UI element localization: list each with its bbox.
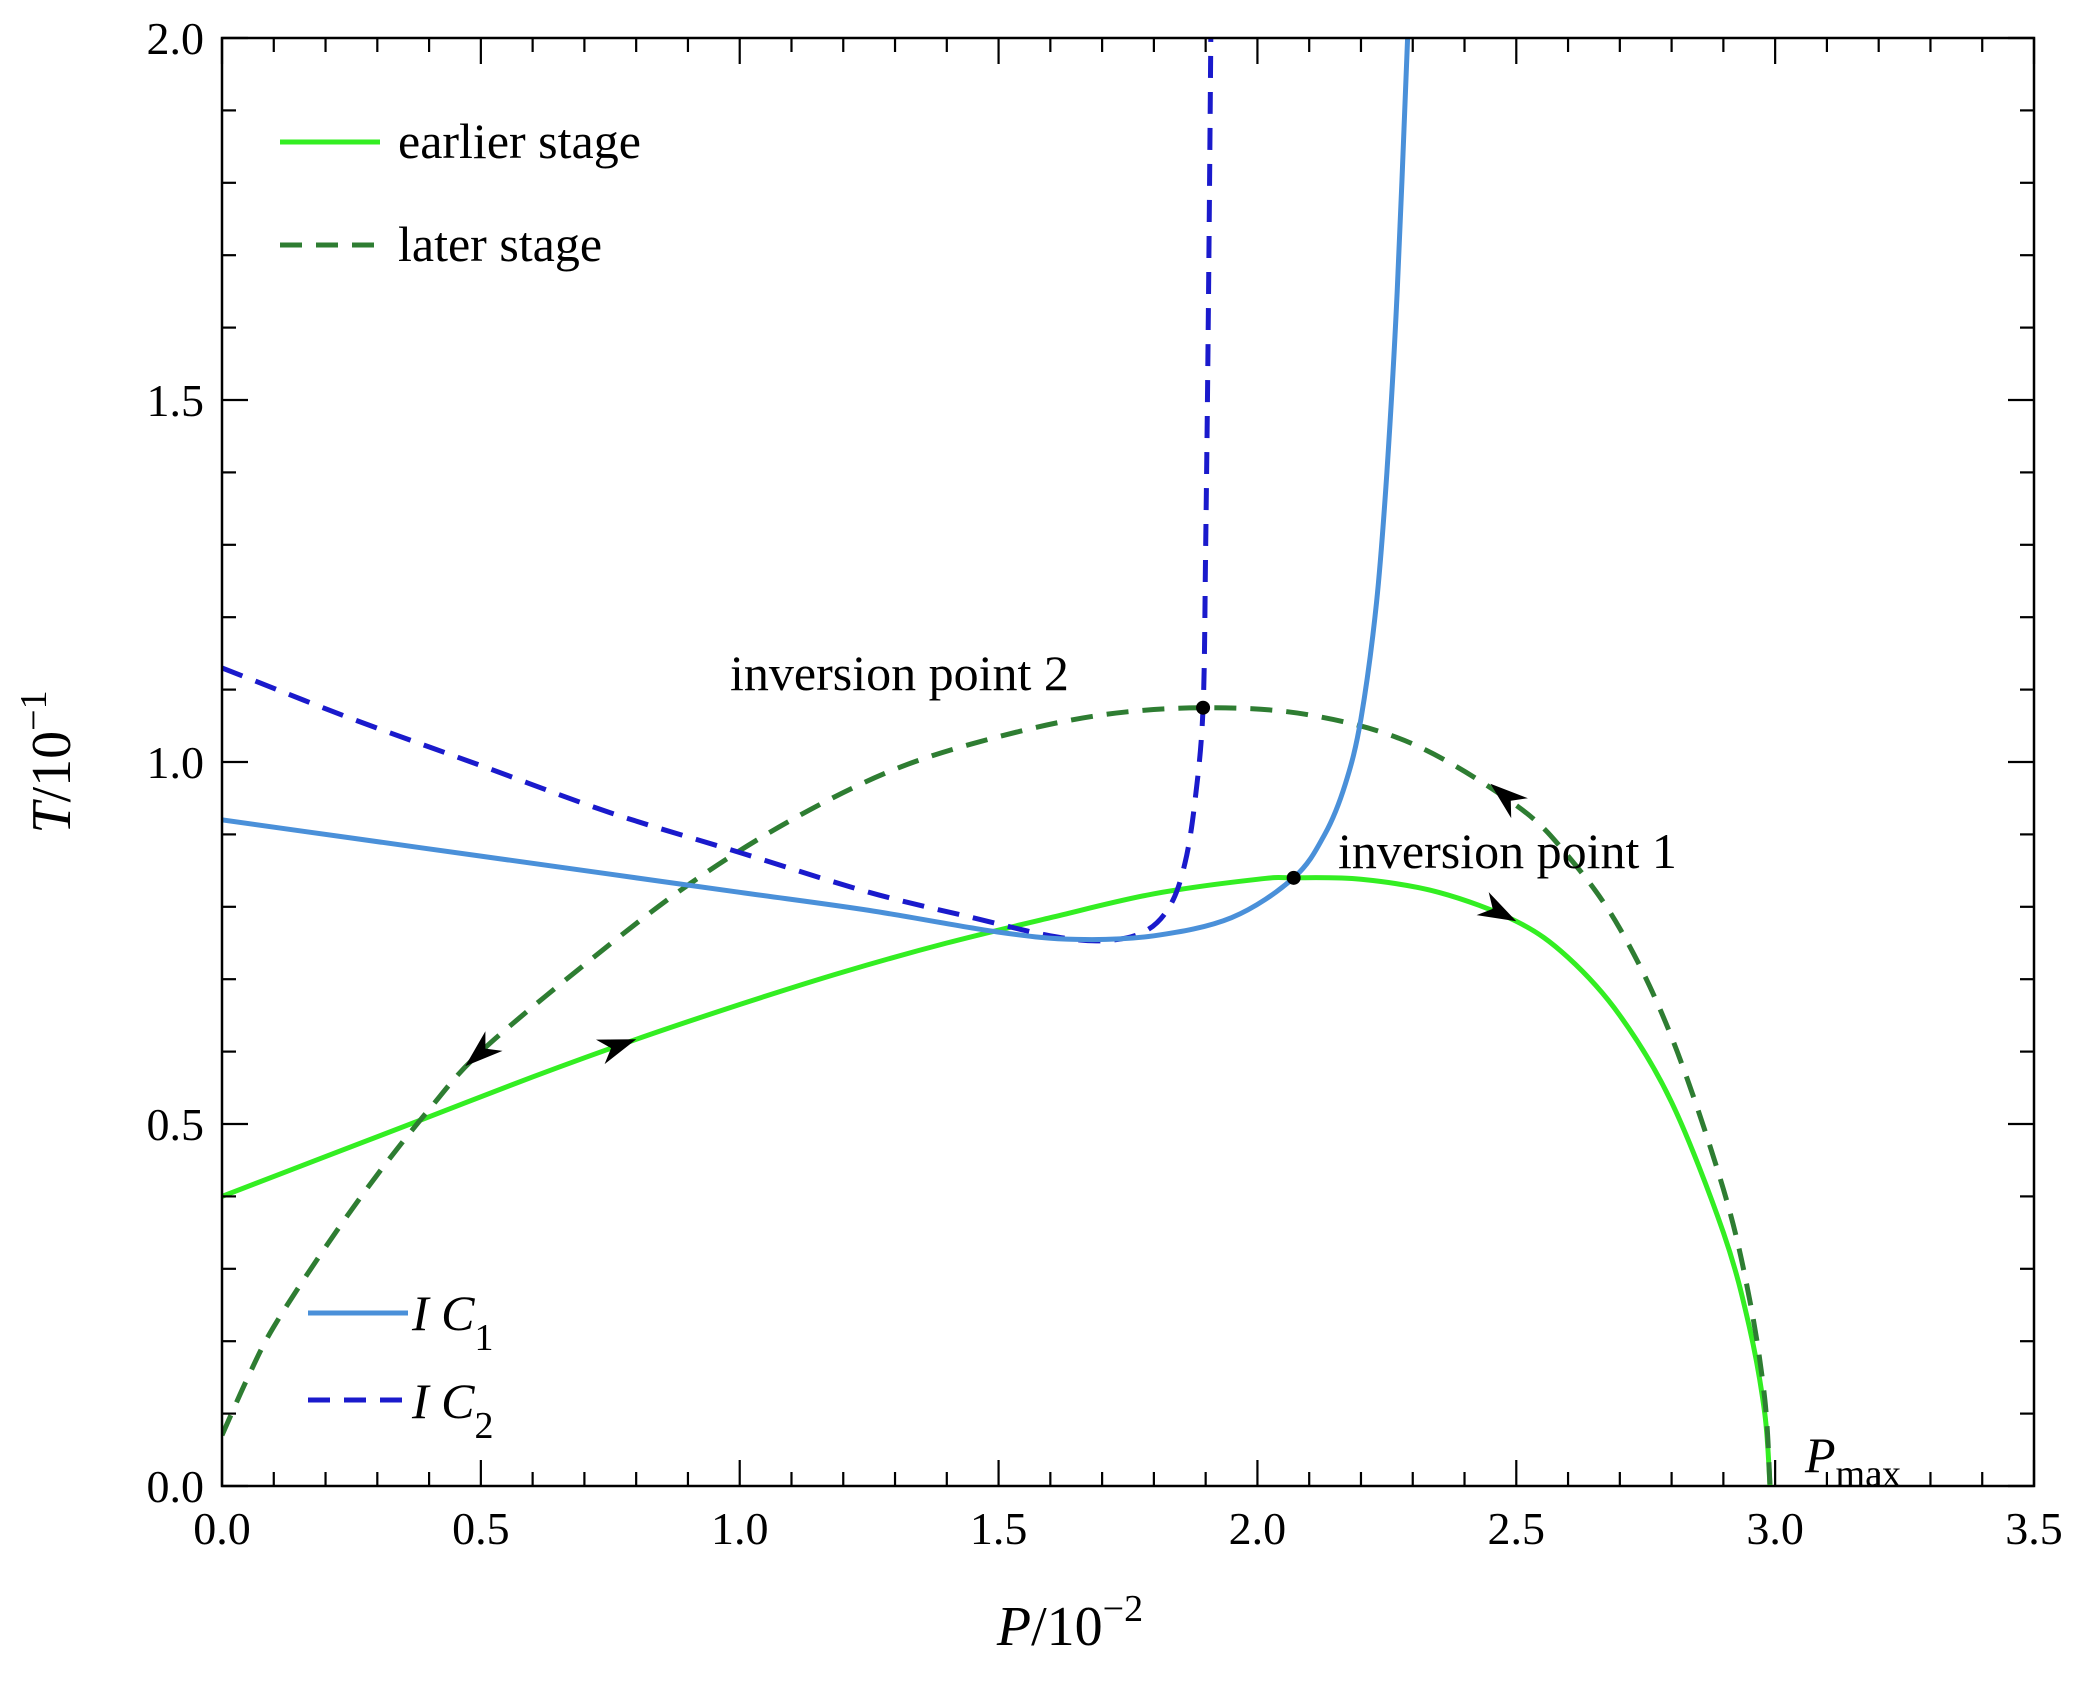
series-later-stage-line (222, 705, 1773, 1486)
legend-ic1-label: I C1 (411, 1285, 494, 1359)
annotation-inversion-point-1: inversion point 1 (1338, 823, 1677, 879)
x-tick-label: 2.5 (1488, 1503, 1546, 1554)
x-tick-label: 1.0 (711, 1503, 769, 1554)
arrow-layer (465, 783, 1528, 1067)
series-layer (222, 38, 1773, 1486)
marker-layer (1196, 700, 1301, 885)
y-tick-label: 2.0 (147, 13, 205, 64)
legend-top: earlier stage later stage (280, 113, 641, 272)
legend-ic2-label: I C2 (411, 1373, 494, 1447)
inversion-point-2-marker (1196, 700, 1211, 715)
inversion-point-1-marker (1286, 870, 1301, 885)
y-tick-label: 1.5 (147, 375, 205, 426)
y-tick-label: 0.5 (147, 1099, 205, 1150)
legend-later-stage-label: later stage (398, 216, 602, 272)
direction-arrow-later-stage-4 (465, 1031, 503, 1067)
direction-arrow-earlier-stage-2 (1476, 892, 1517, 922)
series-i-c1-line (222, 38, 1411, 943)
y-axis-label: T/10−1 (13, 690, 83, 833)
x-tick-label: 3.0 (1746, 1503, 1804, 1554)
direction-arrow-earlier-stage-1 (596, 1039, 637, 1065)
y-tick-label: 0.0 (147, 1461, 205, 1512)
x-tick-label: 0.5 (452, 1503, 510, 1554)
tick-layer: 0.0 0.5 1.0 1.5 2.0 2.5 3.0 3.5 0.0 0.5 1.0 1.5 2.0 (147, 13, 2063, 1554)
y-tick-label: 1.0 (147, 737, 205, 788)
legend-bottom: I C1 I C2 (308, 1285, 494, 1447)
x-axis-label: P/10−2 (996, 1588, 1143, 1658)
x-tick-label: 3.5 (2005, 1503, 2063, 1554)
annotation-inversion-point-2: inversion point 2 (730, 645, 1069, 701)
x-tick-label: 0.0 (193, 1503, 251, 1554)
x-tick-label: 1.5 (970, 1503, 1028, 1554)
series-i-c2-line (222, 38, 1214, 944)
series-earlier-stage-line (222, 875, 1773, 1486)
annotation-pmax: Pmax (1804, 1427, 1901, 1495)
x-tick-label: 2.0 (1229, 1503, 1287, 1554)
direction-arrow-later-stage-3 (1490, 783, 1528, 819)
legend-earlier-stage-label: earlier stage (398, 113, 641, 169)
